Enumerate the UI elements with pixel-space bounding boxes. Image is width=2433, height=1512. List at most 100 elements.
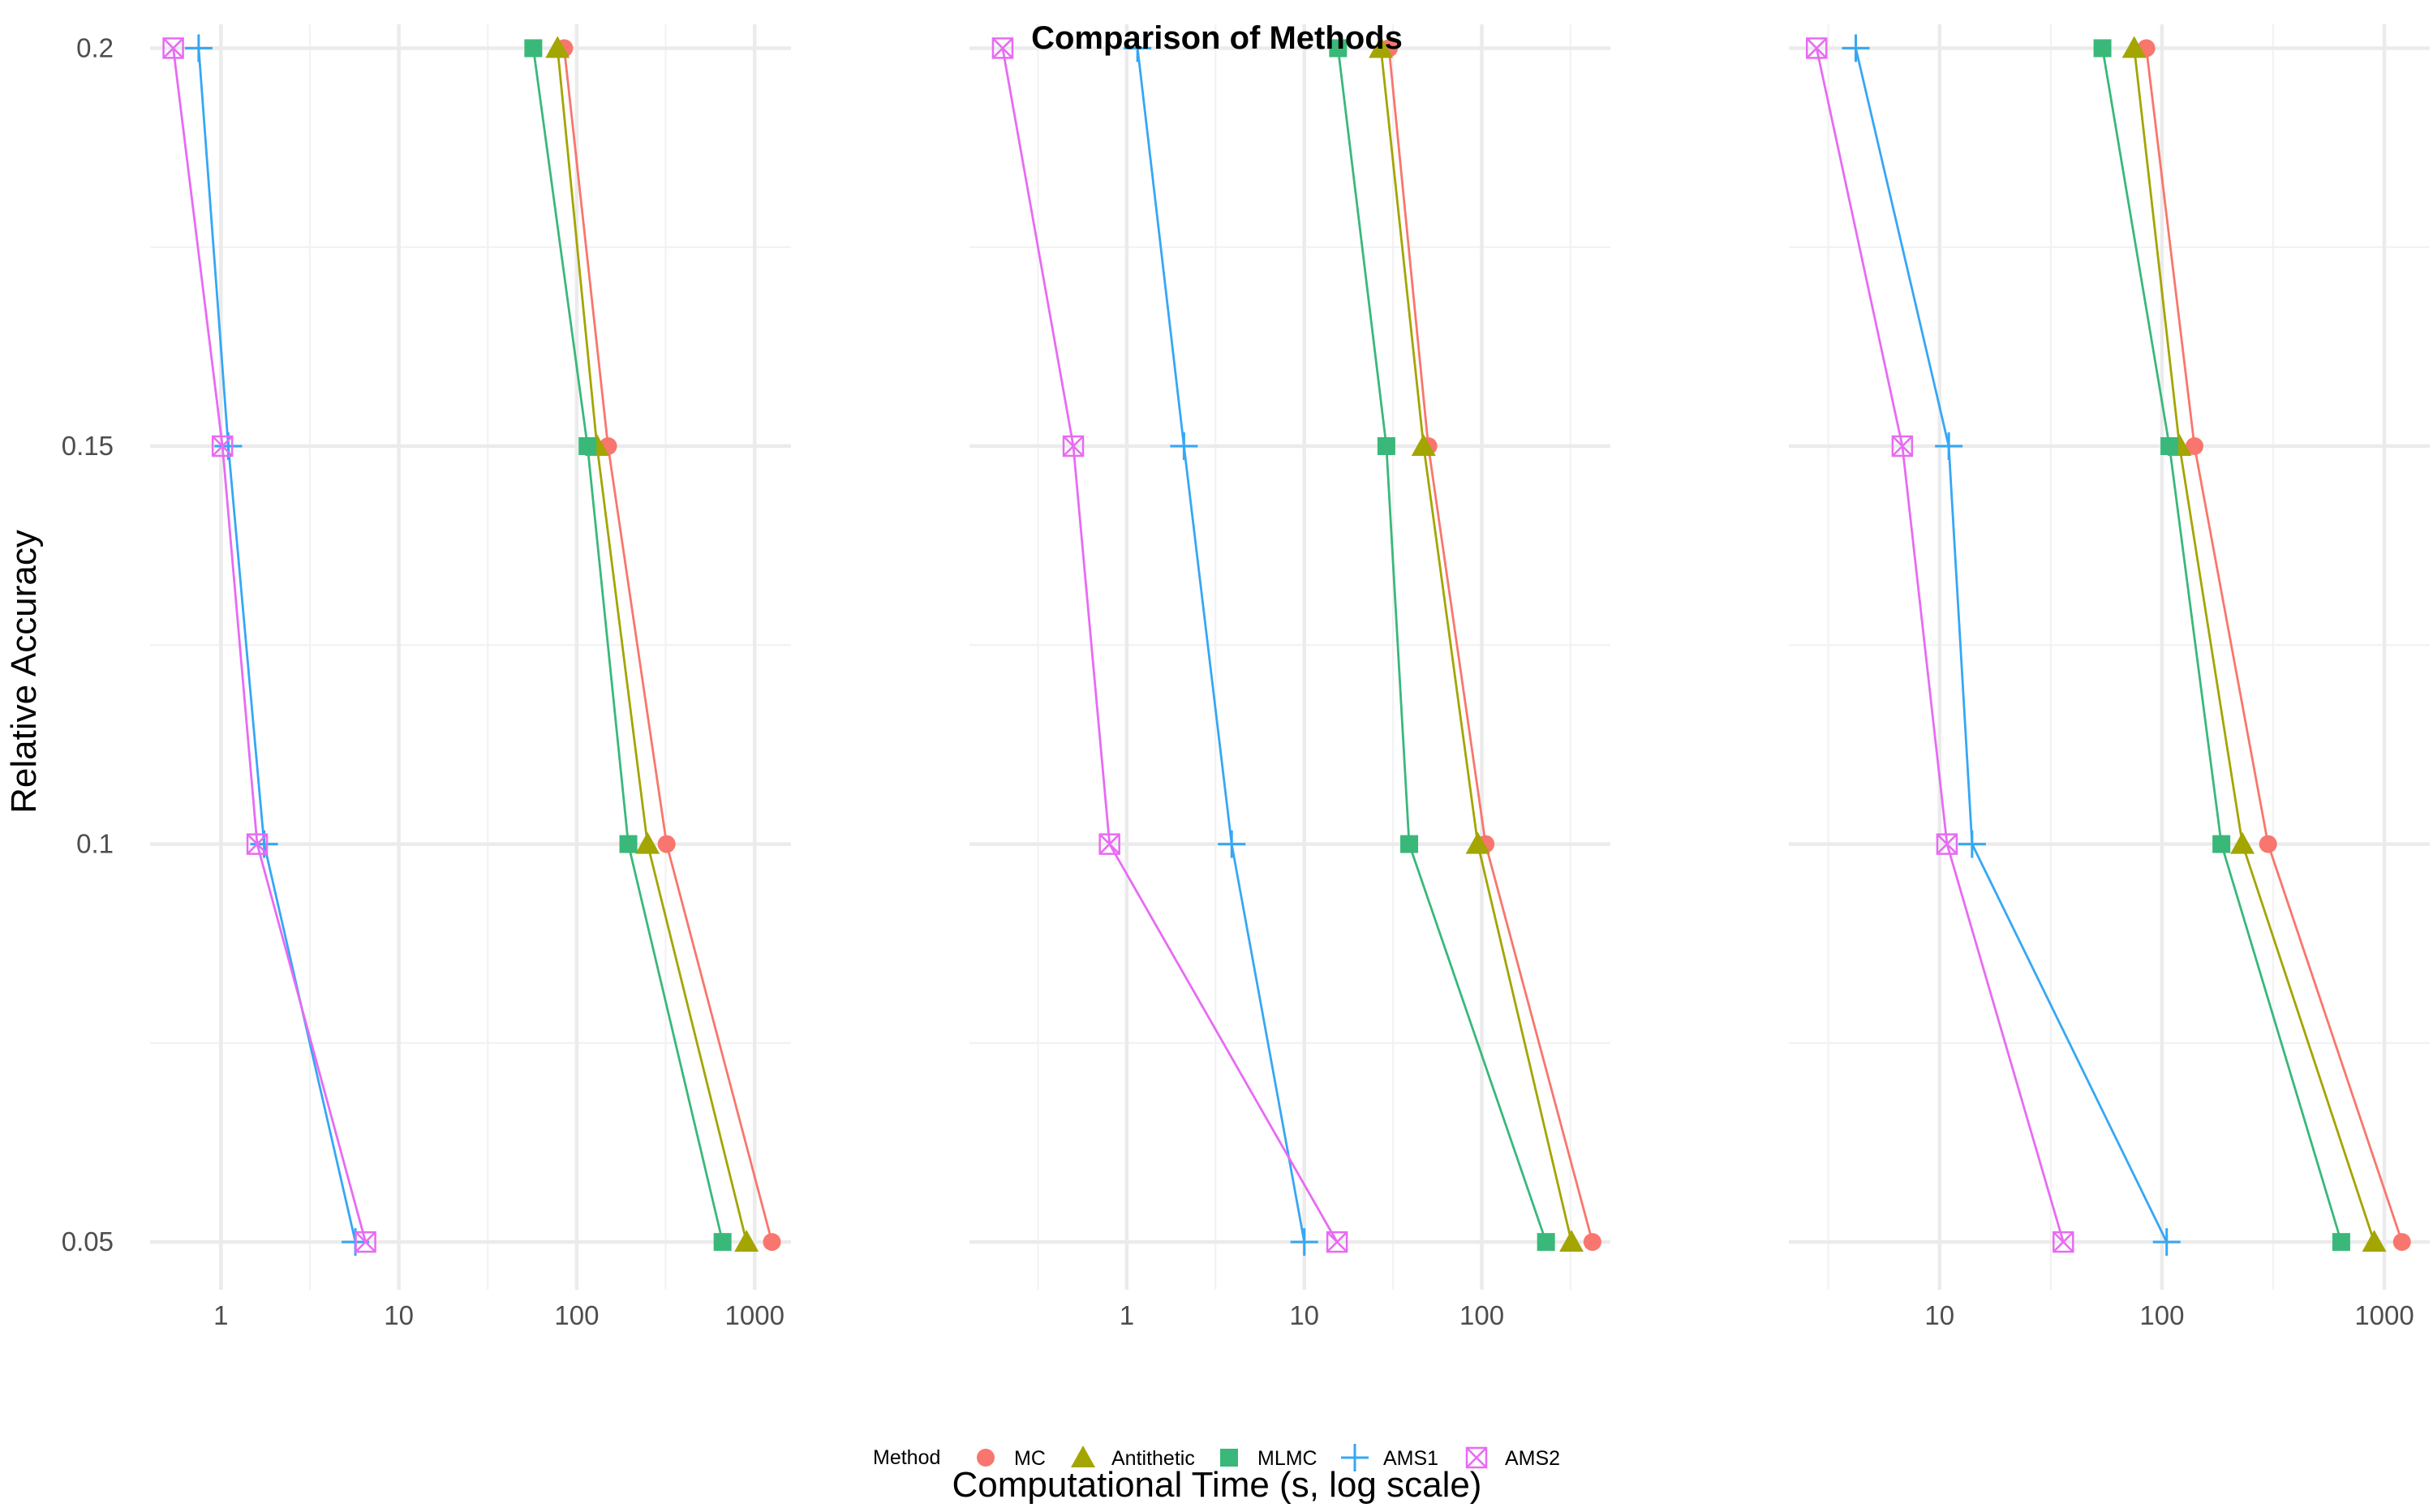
y-axis: 0.05 0.1 0.15 0.2 [62,32,114,1256]
point-mlmc [1377,437,1395,455]
point-ams2 [1936,833,1958,855]
point-antithetic [2121,36,2147,58]
point-ams1 [2152,1228,2181,1256]
legend-key-mc [977,1449,995,1467]
legend-key-antithetic [1071,1445,1095,1467]
legend: Method MC Antithetic MLMC AMS1 AMS2 [873,1444,1560,1471]
point-mlmc [2212,835,2231,853]
point-mc [1583,1233,1601,1252]
series-line-mc [1387,48,1594,1243]
x-tick-label: 1 [1120,1300,1134,1330]
point-mlmc [1537,1233,1555,1252]
point-ams2 [1891,435,1914,457]
point-mlmc [1329,39,1348,58]
panel-3: 10 100 1000 [1789,24,2430,1330]
point-ams1 [1290,1228,1318,1256]
point-mc [2185,437,2203,455]
series-line-ams1 [1136,48,1306,1243]
x-tick-label: 100 [1459,1300,1504,1330]
point-mc [763,1233,781,1252]
legend-label-mlmc: MLMC [1257,1447,1318,1470]
series-line-ams1 [197,48,357,1243]
legend-label-ams2: AMS2 [1505,1447,1560,1470]
point-ams2 [991,37,1014,59]
point-ams2 [162,37,184,59]
point-mlmc [2093,39,2112,58]
point-ams1 [1842,34,1870,62]
point-ams1 [1124,34,1152,62]
point-ams1 [1170,432,1198,460]
point-ams2 [246,833,269,855]
x-tick-label: 10 [1924,1300,1954,1330]
series-line-mc [2145,48,2404,1243]
series-line-mc [563,48,773,1243]
series-line-antithetic [556,48,748,1243]
series-line-antithetic [1379,48,1573,1243]
legend-label-ams1: AMS1 [1383,1447,1438,1470]
series-line-antithetic [2133,48,2375,1243]
point-ams1 [1958,830,1986,858]
point-antithetic [1369,36,1394,58]
series-line-mlmc [2101,48,2343,1243]
legend-label-mc: MC [1014,1447,1046,1470]
point-ams2 [2053,1231,2074,1253]
x-tick-label: 100 [554,1300,599,1330]
point-mlmc [524,39,543,58]
point-antithetic [734,1230,759,1252]
x-tick-label: 1000 [2354,1300,2414,1330]
y-axis-title: Relative Accuracy [4,530,44,814]
y-tick-label: 0.15 [62,431,114,461]
legend-key-ams2 [1465,1446,1488,1469]
point-mlmc [2160,437,2179,455]
legend-key-ams1 [1341,1444,1369,1471]
point-antithetic [1559,1230,1584,1252]
point-ams2 [1062,435,1085,457]
point-ams2 [1326,1231,1348,1253]
x-tick-label: 10 [1289,1300,1319,1330]
chart-title: Comparison of Methods [1031,20,1403,56]
point-ams2 [1806,37,1828,59]
y-tick-label: 0.2 [76,32,114,62]
x-tick-label: 10 [384,1300,414,1330]
point-antithetic [2230,831,2255,854]
point-antithetic [2362,1230,2387,1252]
x-tick-label: 1000 [725,1300,784,1330]
point-mc [2259,835,2277,853]
point-ams2 [355,1231,376,1253]
chart-panels: 1 10 100 1000 1 10 100 10 100 1000 [150,24,2430,1330]
y-tick-label: 0.1 [76,829,114,859]
y-tick-label: 0.05 [62,1226,114,1256]
point-mlmc [2332,1233,2350,1252]
x-tick-label: 100 [2139,1300,2184,1330]
point-ams1 [1218,830,1246,858]
series-line-mlmc [1336,48,1548,1243]
point-antithetic [635,831,660,854]
point-mlmc [1400,835,1419,853]
x-tick-label: 1 [213,1300,228,1330]
point-antithetic [545,36,570,58]
x-axis-title: Computational Time (s, log scale) [952,1465,1482,1505]
point-ams1 [1935,432,1963,460]
series-line-ams1 [1855,48,2168,1243]
series-line-ams2 [1815,48,2065,1243]
legend-title: Method [873,1446,940,1469]
panel-2: 1 10 100 [969,24,1610,1330]
point-ams2 [211,435,234,457]
series-line-ams2 [1001,48,1339,1243]
panel-1: 1 10 100 1000 [150,24,791,1330]
series-line-ams2 [172,48,367,1243]
point-mc [657,835,676,853]
point-ams2 [1098,833,1120,855]
legend-key-mlmc [1220,1449,1238,1467]
legend-label-antithetic: Antithetic [1111,1447,1195,1470]
series-line-mlmc [532,48,724,1243]
point-mlmc [713,1233,732,1252]
point-mlmc [578,437,597,455]
point-antithetic [1465,831,1490,854]
point-ams1 [184,34,213,62]
point-mlmc [619,835,638,853]
point-mc [2392,1233,2411,1252]
point-antithetic [1411,434,1436,456]
